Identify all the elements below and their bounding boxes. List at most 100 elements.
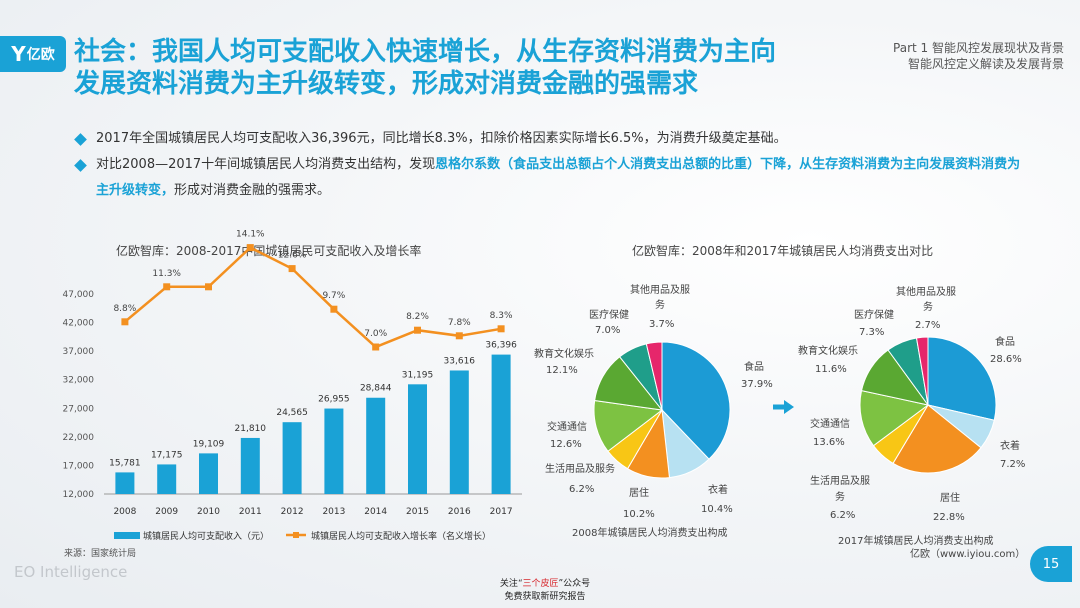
pie-label-housing-2017: 居住 bbox=[940, 491, 960, 504]
bar bbox=[157, 464, 177, 494]
pie-label-other-2017: 其他用品及服 bbox=[896, 285, 956, 298]
website-text: 亿欧（www.iyiou.com） bbox=[910, 547, 1025, 560]
section-label: Part 1 智能风控发展现状及背景 智能风控定义解读及发展背景 bbox=[893, 40, 1064, 72]
bullet-text: 对比2008—2017十年间城镇居民人均消费支出结构，发现 bbox=[96, 157, 436, 172]
bar bbox=[324, 408, 344, 494]
bar-value-label: 19,109 bbox=[193, 439, 225, 449]
pie-value-clothing-2017: 7.2% bbox=[1000, 459, 1025, 470]
pie-value-transport-2008: 12.6% bbox=[550, 439, 582, 450]
line-point bbox=[455, 332, 463, 340]
pie-label-clothing-2008: 衣着 bbox=[708, 483, 728, 496]
bar-value-label: 24,565 bbox=[276, 408, 308, 418]
pie-caption-2008: 2008年城镇居民人均消费支出构成 bbox=[572, 526, 727, 539]
logo-text: 亿欧 bbox=[26, 47, 55, 63]
bar-value-label: 15,781 bbox=[109, 458, 141, 468]
x-tick-label: 2011 bbox=[239, 507, 262, 517]
pie-chart-2017 bbox=[859, 336, 997, 474]
pie-value-food-2008: 37.9% bbox=[741, 379, 773, 390]
bullet-highlight: 恩格尔系数（食品支出总额占个人消费支出总额的比重）下降，从生存资料消费为主向发展… bbox=[96, 157, 1021, 198]
pie-value-education-2008: 12.1% bbox=[546, 365, 578, 376]
growth-line bbox=[124, 246, 502, 349]
x-tick-label: 2017 bbox=[490, 507, 513, 517]
y-tick-label: 32,000 bbox=[63, 376, 95, 386]
section-label-line1: Part 1 智能风控发展现状及背景 bbox=[893, 41, 1064, 55]
line-point bbox=[163, 283, 171, 291]
pie-slice bbox=[927, 336, 997, 421]
line-value-label: 9.7% bbox=[322, 291, 345, 301]
pie-label-other-2017-l2: 务 bbox=[923, 300, 933, 313]
line-point bbox=[497, 325, 505, 333]
pie-chart-title: 亿欧智库：2008年和2017年城镇居民人均消费支出对比 bbox=[632, 244, 934, 258]
line-point bbox=[330, 305, 338, 313]
pie-value-food-2017: 28.6% bbox=[990, 354, 1022, 365]
bar bbox=[408, 384, 427, 494]
section-label-line2: 智能风控定义解读及发展背景 bbox=[907, 57, 1064, 71]
pie-label-household-2017: 生活用品及服 bbox=[810, 474, 870, 487]
x-tick-label: 2009 bbox=[155, 507, 178, 517]
page-title: 社会：我国人均可支配收入快速增长，从生存资料消费为主向 发展资料消费为主升级转变… bbox=[74, 36, 834, 100]
bullet-text: 2017年全国城镇居民人均可支配收入36,396元，同比增长8.3%，扣除价格因… bbox=[96, 131, 787, 146]
line-point bbox=[246, 244, 254, 252]
bar bbox=[449, 370, 469, 494]
line-value-label: 7.0% bbox=[364, 329, 387, 339]
line-value-label: 8.3% bbox=[490, 311, 513, 321]
bar bbox=[199, 453, 218, 494]
bar bbox=[115, 472, 135, 494]
y-tick-label: 37,000 bbox=[63, 347, 95, 357]
brand-logo: Y 亿欧 bbox=[0, 36, 66, 72]
x-tick-label: 2014 bbox=[364, 507, 387, 517]
line-point bbox=[205, 283, 212, 291]
pie-label-other-2008-l2: 务 bbox=[655, 298, 665, 311]
pie-label-education-2008: 教育文化娱乐 bbox=[534, 347, 594, 360]
line-value-label: 8.8% bbox=[113, 304, 136, 314]
line-point bbox=[288, 265, 296, 273]
page-number: 15 bbox=[1030, 546, 1072, 582]
pie-slice bbox=[892, 404, 982, 474]
line-value-label: 12.6% bbox=[278, 251, 307, 261]
bar-chart-title: 亿欧智库：2008-2017中国城镇居民可支配收入及增长率 bbox=[116, 244, 422, 258]
line-value-label: 7.8% bbox=[448, 318, 471, 328]
line-point bbox=[372, 343, 380, 351]
bar-line-chart: 12,000 17,000 22,000 27,000 32,000 37,000 42,0… bbox=[63, 230, 522, 542]
legend-swatch-bar bbox=[114, 532, 140, 539]
bullet-item: 2017年全国城镇居民人均可支配收入36,396元，同比增长8.3%，扣除价格因… bbox=[72, 126, 1032, 152]
page-title-line2: 发展资料消费为主升级转变，形成对消费金融的强需求 bbox=[74, 69, 699, 99]
x-tick-label: 2010 bbox=[197, 507, 220, 517]
bar-value-label: 26,955 bbox=[318, 395, 350, 405]
pie-label-household-2017-l2: 务 bbox=[835, 490, 845, 503]
pie-label-food-2008: 食品 bbox=[744, 360, 764, 373]
logo-icon: Y bbox=[11, 42, 26, 66]
bar-value-label: 28,844 bbox=[360, 384, 392, 394]
pie-slice bbox=[915, 336, 929, 406]
pie-label-education-2017: 教育文化娱乐 bbox=[798, 344, 858, 357]
pie-label-housing-2008: 居住 bbox=[629, 486, 649, 499]
source-note: 来源：国家统计局 bbox=[64, 549, 137, 559]
pie-label-medical-2008: 医疗保健 bbox=[589, 308, 629, 321]
pie-value-education-2017: 11.6% bbox=[815, 364, 847, 375]
x-tick-label: 2016 bbox=[448, 507, 471, 517]
pie-value-medical-2017: 7.3% bbox=[859, 327, 884, 338]
pie-value-other-2017: 2.7% bbox=[915, 320, 940, 331]
bullet-item: 对比2008—2017十年间城镇居民人均消费支出结构，发现恩格尔系数（食品支出总… bbox=[72, 152, 1032, 204]
banner-subtext: 免费获取新研究报告 bbox=[504, 592, 586, 602]
bar-value-label: 33,616 bbox=[444, 356, 476, 366]
pie-slice bbox=[859, 389, 930, 447]
x-tick-label: 2008 bbox=[113, 507, 136, 517]
bar bbox=[240, 437, 260, 494]
brand-watermark: EO Intelligence bbox=[14, 563, 128, 581]
pie-label-medical-2017: 医疗保健 bbox=[854, 308, 894, 321]
bar bbox=[282, 422, 302, 494]
line-point bbox=[121, 318, 129, 326]
y-tick-label: 27,000 bbox=[63, 404, 95, 414]
x-tick-label: 2015 bbox=[406, 507, 429, 517]
pie-caption-2017: 2017年城镇居民人均消费支出构成 bbox=[838, 534, 993, 547]
bar bbox=[366, 397, 386, 494]
pie-label-transport-2008: 交通通信 bbox=[547, 420, 587, 433]
legend-swatch-marker bbox=[293, 532, 299, 538]
x-tick-label: 2012 bbox=[281, 507, 304, 517]
bullet-text: 形成对消费金融的强需求。 bbox=[174, 183, 331, 198]
pie-value-housing-2008: 10.2% bbox=[623, 509, 655, 520]
bar bbox=[491, 354, 511, 494]
